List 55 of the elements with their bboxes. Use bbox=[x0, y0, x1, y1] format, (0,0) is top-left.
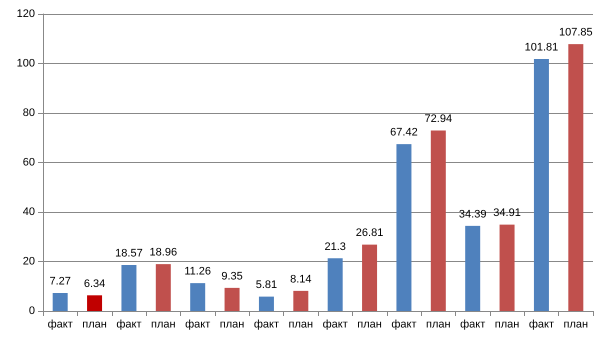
bar bbox=[190, 283, 206, 311]
x-tick-label: план bbox=[357, 318, 382, 330]
bar bbox=[430, 130, 446, 311]
x-tick-label: факт bbox=[254, 318, 280, 330]
x-tick-label: план bbox=[494, 318, 520, 330]
x-tick-label: факт bbox=[185, 318, 210, 330]
bar bbox=[465, 226, 480, 311]
data-label: 18.57 bbox=[115, 248, 143, 260]
y-tick-label: 100 bbox=[16, 58, 35, 70]
y-tick-label: 20 bbox=[22, 256, 35, 268]
x-tick-label: факт bbox=[48, 318, 73, 330]
bar bbox=[121, 265, 136, 311]
x-tick-label: факт bbox=[116, 318, 142, 330]
x-tick-label: факт bbox=[391, 318, 417, 330]
data-label: 34.39 bbox=[458, 208, 486, 220]
bar bbox=[52, 293, 68, 311]
bar bbox=[87, 295, 102, 311]
x-tick-label: факт bbox=[322, 318, 348, 330]
data-label: 5.81 bbox=[256, 279, 278, 292]
x-tick-label: план bbox=[426, 318, 451, 330]
data-label: 21.3 bbox=[324, 240, 346, 253]
x-tick-label: план bbox=[151, 318, 176, 330]
x-tick-label: план bbox=[220, 318, 244, 330]
y-tick-label: 80 bbox=[22, 107, 35, 119]
data-label: 11.26 bbox=[184, 266, 212, 278]
bar bbox=[258, 296, 274, 311]
bar bbox=[362, 244, 378, 311]
data-label: 72.94 bbox=[424, 112, 452, 125]
bar bbox=[328, 258, 343, 311]
bar bbox=[500, 224, 515, 311]
data-label: 9.35 bbox=[221, 270, 243, 282]
y-tick-label: 120 bbox=[16, 8, 35, 20]
y-tick-label: 40 bbox=[22, 206, 35, 218]
data-label: 18.96 bbox=[150, 246, 178, 259]
data-label: 34.91 bbox=[493, 207, 521, 220]
data-label: 6.34 bbox=[84, 278, 106, 290]
bar bbox=[293, 290, 308, 311]
y-tick-label: 60 bbox=[22, 156, 35, 168]
x-tick-label: факт bbox=[460, 318, 486, 330]
x-tick-label: план bbox=[288, 318, 314, 330]
data-label: 107.85 bbox=[558, 26, 593, 39]
bar bbox=[224, 288, 240, 311]
y-tick-label: 0 bbox=[28, 305, 35, 317]
bar bbox=[156, 264, 171, 311]
bar bbox=[396, 144, 412, 311]
bar bbox=[534, 59, 549, 311]
data-label: 8.14 bbox=[290, 273, 312, 286]
x-tick-label: план bbox=[564, 318, 588, 330]
data-label: 101.81 bbox=[524, 42, 558, 54]
x-tick-label: план bbox=[82, 318, 107, 330]
data-label: 7.27 bbox=[49, 276, 71, 288]
data-label: 26.81 bbox=[356, 227, 384, 240]
data-label: 67.42 bbox=[390, 126, 418, 139]
x-tick-label: факт bbox=[528, 318, 554, 330]
bar bbox=[568, 44, 584, 311]
